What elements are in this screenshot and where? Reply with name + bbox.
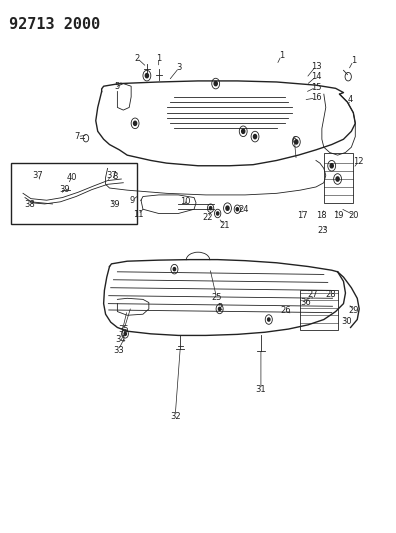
Text: 9: 9 xyxy=(130,196,135,205)
Text: 29: 29 xyxy=(349,306,359,315)
Circle shape xyxy=(236,208,238,211)
Circle shape xyxy=(173,268,175,271)
Text: 30: 30 xyxy=(341,317,352,326)
Text: 4: 4 xyxy=(348,95,353,104)
Text: 27: 27 xyxy=(308,290,318,299)
Text: 18: 18 xyxy=(316,211,327,220)
Text: 32: 32 xyxy=(170,411,181,421)
Text: 8: 8 xyxy=(113,172,118,181)
Text: 92713 2000: 92713 2000 xyxy=(9,17,101,33)
Text: 38: 38 xyxy=(25,200,36,209)
Text: 33: 33 xyxy=(113,346,124,355)
Text: 23: 23 xyxy=(318,226,328,235)
Circle shape xyxy=(124,332,126,335)
Bar xyxy=(11,163,137,224)
Circle shape xyxy=(214,82,217,86)
Text: 1: 1 xyxy=(279,51,284,60)
Text: 19: 19 xyxy=(333,211,344,220)
Circle shape xyxy=(209,207,212,210)
Circle shape xyxy=(217,212,219,215)
Circle shape xyxy=(268,318,270,321)
Text: 22: 22 xyxy=(203,213,213,222)
Text: 34: 34 xyxy=(115,335,126,344)
Text: 39: 39 xyxy=(109,200,120,209)
Circle shape xyxy=(145,74,148,78)
Circle shape xyxy=(226,206,229,211)
Text: 11: 11 xyxy=(133,210,143,219)
Text: 37: 37 xyxy=(32,171,43,180)
Text: 36: 36 xyxy=(301,298,312,307)
Text: 37: 37 xyxy=(106,171,117,180)
Text: 14: 14 xyxy=(311,72,321,81)
Text: 20: 20 xyxy=(349,211,359,220)
Bar xyxy=(324,152,353,203)
Text: 24: 24 xyxy=(239,205,249,214)
Text: 35: 35 xyxy=(119,325,129,334)
Text: 3: 3 xyxy=(177,63,182,72)
Text: 13: 13 xyxy=(310,62,321,70)
Text: 2: 2 xyxy=(217,303,223,312)
Text: 17: 17 xyxy=(297,211,308,220)
Circle shape xyxy=(242,129,245,133)
Text: 40: 40 xyxy=(66,173,77,182)
Text: 39: 39 xyxy=(60,185,70,194)
Text: 7: 7 xyxy=(74,132,80,141)
Circle shape xyxy=(336,177,339,181)
Text: 15: 15 xyxy=(311,83,321,92)
Text: 28: 28 xyxy=(325,290,336,299)
Text: 26: 26 xyxy=(280,306,291,315)
Text: 1: 1 xyxy=(351,56,356,65)
Circle shape xyxy=(133,121,137,125)
Text: 31: 31 xyxy=(255,385,266,394)
Circle shape xyxy=(219,308,221,311)
Circle shape xyxy=(295,140,298,144)
Text: 25: 25 xyxy=(211,293,222,302)
Text: 5: 5 xyxy=(114,82,119,91)
Circle shape xyxy=(330,164,333,168)
Circle shape xyxy=(253,134,257,139)
Text: 21: 21 xyxy=(219,221,230,230)
Text: 16: 16 xyxy=(310,93,321,102)
Bar xyxy=(300,290,338,330)
Text: 12: 12 xyxy=(353,157,364,166)
Text: 6: 6 xyxy=(291,136,297,145)
Text: 2: 2 xyxy=(134,54,140,62)
Text: 1: 1 xyxy=(156,54,161,62)
Text: 10: 10 xyxy=(180,197,190,206)
